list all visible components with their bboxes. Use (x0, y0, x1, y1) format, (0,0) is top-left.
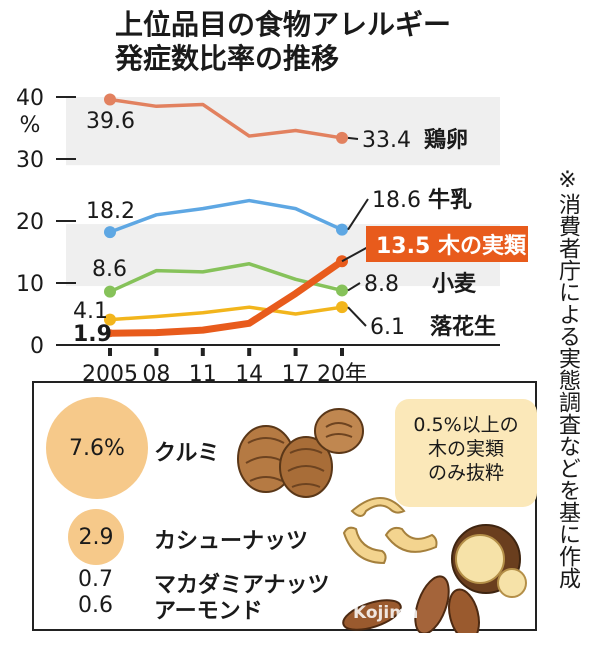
series-line-3 (108, 305, 344, 322)
walnut-share-circle: 7.6% (46, 397, 148, 499)
start-label-4: 1.9 (73, 322, 112, 347)
macadamia-icon (451, 524, 527, 598)
series-line-2 (108, 262, 344, 294)
cashew-value: 2.9 (78, 524, 114, 550)
start-label-3: 4.1 (73, 299, 108, 324)
start-dot-0 (104, 93, 116, 106)
start-dot-4 (106, 329, 114, 338)
series-name-3: 落花生 (430, 314, 496, 340)
walnut-value: 7.6% (69, 435, 125, 461)
end-dot-2 (336, 284, 348, 297)
series-name-2: 小麦 (432, 271, 477, 297)
y-tick-label-10: 10 (16, 272, 44, 297)
y-axis-unit: % (20, 113, 41, 138)
leader-line-0 (347, 136, 359, 140)
walnut-label: クルミ (154, 441, 220, 466)
callout-box-4 (366, 226, 528, 262)
macadamia-label: マカダミアナッツ (154, 573, 330, 598)
callout-leader-4 (341, 246, 369, 263)
series-line-0 (108, 97, 344, 140)
credit-watermark: Kojima (353, 603, 419, 623)
walnut-icon (237, 408, 364, 498)
leader-line-1 (347, 198, 369, 231)
start-label-2: 8.6 (92, 257, 127, 282)
end-label-3: 6.1 (370, 315, 405, 340)
end-dot-3 (336, 301, 348, 314)
cashew-icon (342, 497, 438, 565)
nut-illustrations (237, 408, 527, 633)
y-tick-label-0: 0 (30, 334, 44, 359)
breakdown-note: 0.5%以上の 木の実類 のみ抜粋 (395, 399, 537, 507)
end-label-1: 18.6 (372, 188, 421, 213)
series-line-1 (108, 198, 344, 234)
series-name-0: 鶏卵 (424, 128, 468, 153)
note-line-3: のみ抜粋 (427, 462, 504, 484)
almond-icon (342, 575, 480, 633)
end-dot-1 (336, 223, 348, 236)
series-name-1: 牛乳 (428, 187, 472, 213)
end-label-4: 13.5 木の実類 (376, 233, 527, 259)
start-label-1: 18.2 (86, 199, 135, 224)
y-tick-label-40: 40 (16, 86, 44, 111)
end-label-0: 33.4 (362, 128, 411, 153)
chart-title-line-2: 発症数比率の推移 (115, 42, 340, 75)
tree-nut-breakdown-panel: 0.5%以上の 木の実類 のみ抜粋 7.6% クルミ 2.9 カシューナッツ 0… (32, 381, 537, 633)
end-dot-0 (336, 131, 348, 144)
cashew-label: カシューナッツ (154, 529, 309, 554)
y-tick-label-20: 20 (16, 210, 44, 235)
cashew-share-circle: 2.9 (68, 509, 124, 565)
macadamia-value: 0.7 (78, 567, 113, 592)
chart-title-line-1: 上位品目の食物アレルギー (115, 8, 452, 41)
start-dot-3 (104, 313, 116, 326)
note-line-1: 0.5%以上の (413, 414, 519, 436)
almond-value: 0.6 (78, 593, 113, 618)
y-tick-label-30: 30 (16, 148, 44, 173)
source-note: ※消費者庁による実態調査などを基に作成 (555, 168, 580, 589)
leader-line-3 (347, 306, 367, 327)
start-dot-2 (104, 285, 116, 298)
series-line-4 (106, 257, 346, 337)
almond-label: アーモンド (154, 599, 263, 624)
end-label-2: 8.8 (364, 272, 399, 297)
start-dot-1 (104, 226, 116, 239)
leader-line-2 (347, 282, 361, 292)
note-line-2: 木の実類 (427, 438, 504, 460)
start-label-0: 39.6 (86, 109, 135, 134)
